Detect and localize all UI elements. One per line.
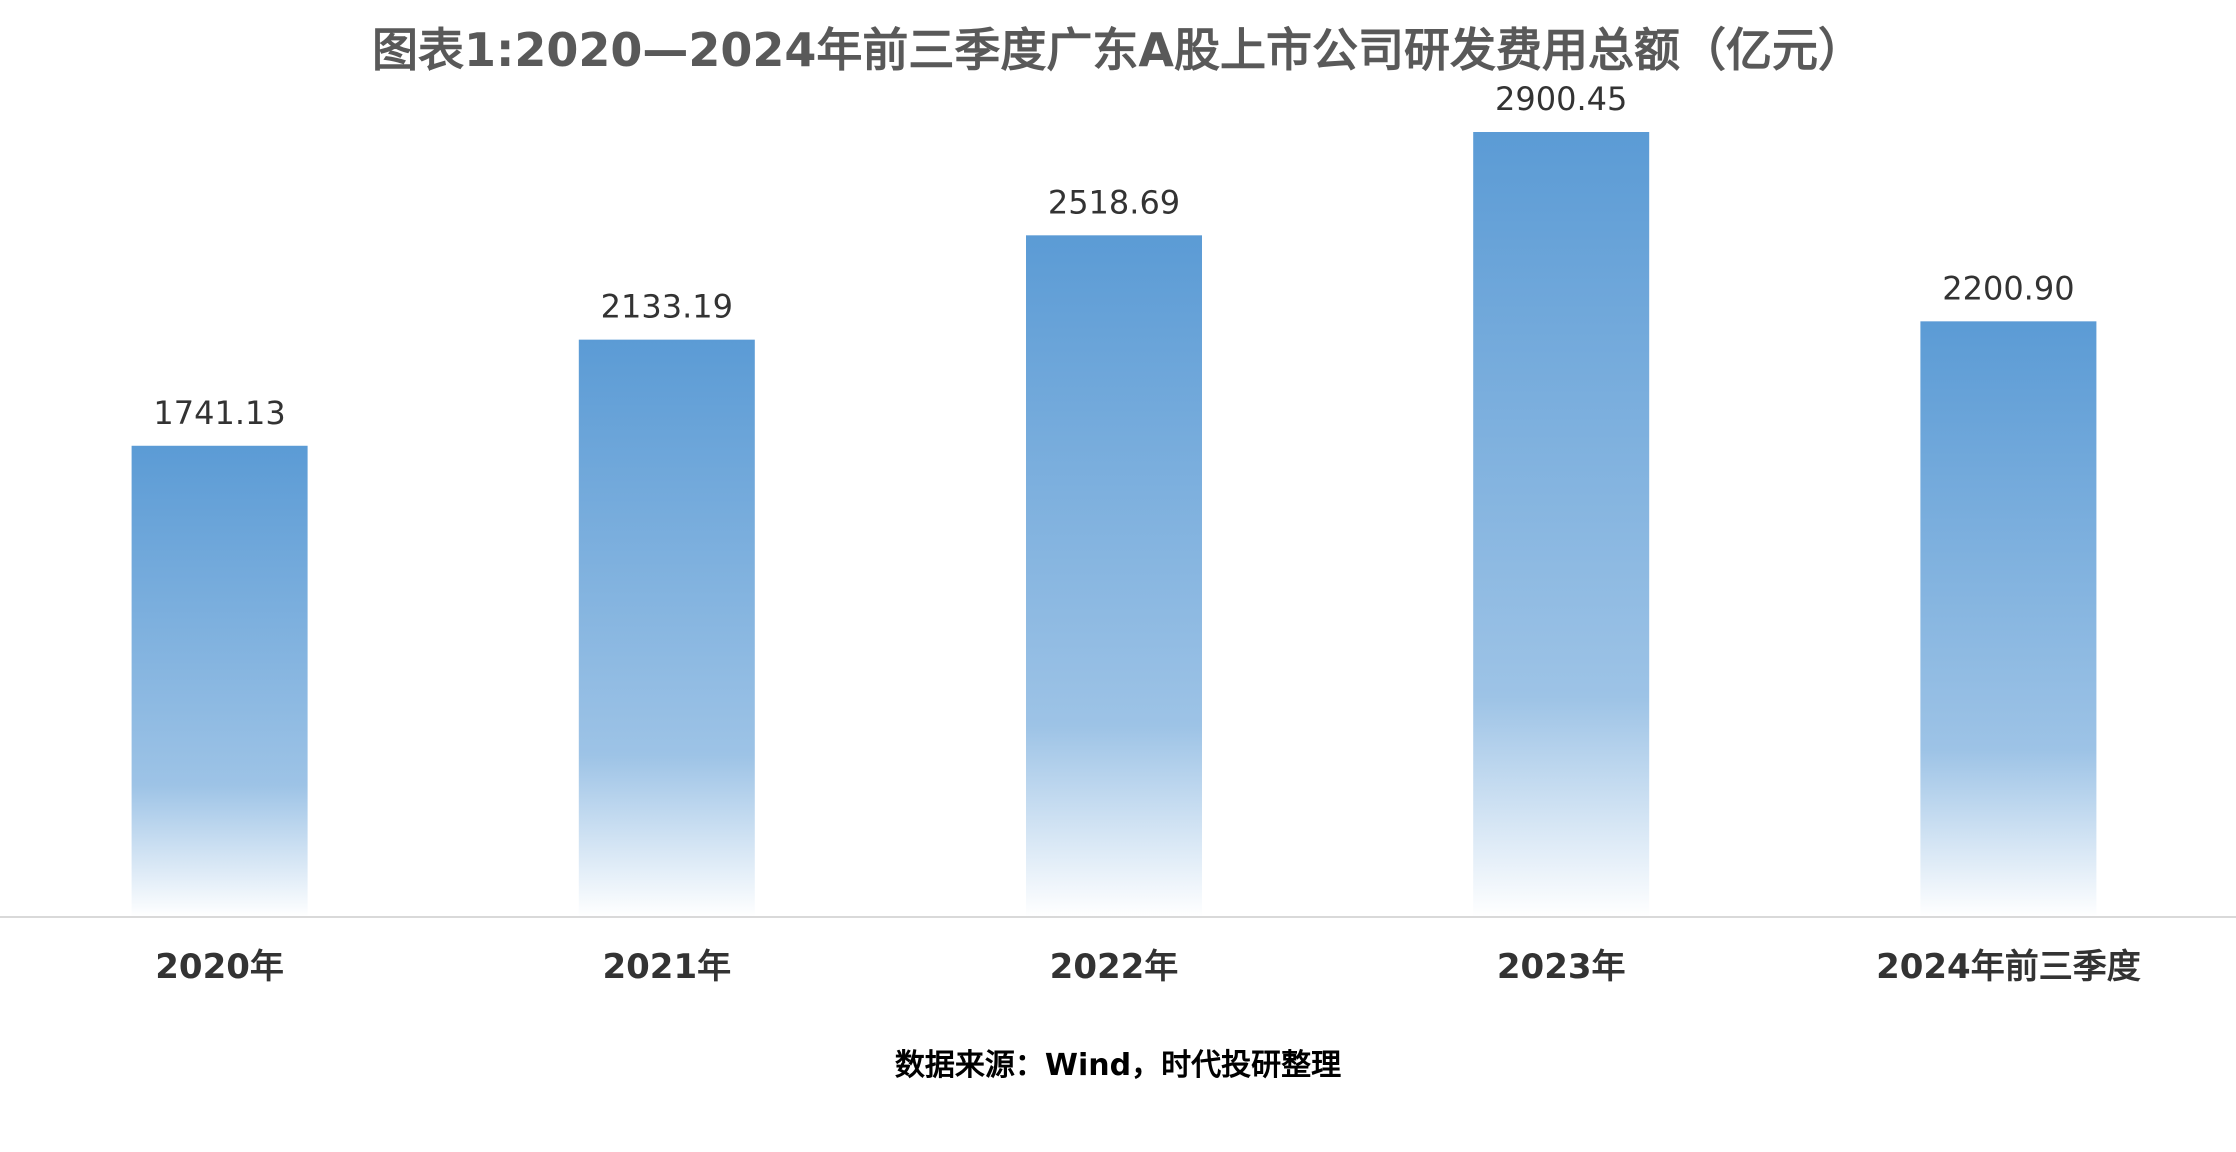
x-tick-label-4: 2024年前三季度 xyxy=(1876,947,2141,987)
chart-title: 图表1:2020—2024年前三季度广东A股上市公司研发费用总额（亿元） xyxy=(371,23,1865,77)
data-label-2: 2518.69 xyxy=(1048,183,1180,221)
source-note: 数据来源：Wind，时代投研整理 xyxy=(894,1048,1342,1083)
bar-1 xyxy=(578,339,755,918)
data-label-1: 2133.19 xyxy=(601,288,733,326)
labels-layer: 1741.13 2133.19 2518.69 2900.45 2200.90 xyxy=(153,80,2074,432)
bar-4 xyxy=(1920,321,2097,918)
x-tick-labels: 2020年 2021年 2022年 2023年 2024年前三季度 xyxy=(155,947,2140,987)
bar-2 xyxy=(1026,235,1202,917)
data-label-0: 1741.13 xyxy=(153,394,285,432)
x-tick-label-3: 2023年 xyxy=(1497,947,1626,987)
bars-layer xyxy=(131,132,2097,918)
x-tick-label-1: 2021年 xyxy=(602,947,731,987)
x-tick-label-0: 2020年 xyxy=(155,947,284,987)
bar-3 xyxy=(1473,132,1650,917)
data-label-3: 2900.45 xyxy=(1495,80,1627,118)
bar-0 xyxy=(131,445,308,917)
x-tick-label-2: 2022年 xyxy=(1050,947,1179,987)
data-label-4: 2200.90 xyxy=(1942,269,2074,307)
